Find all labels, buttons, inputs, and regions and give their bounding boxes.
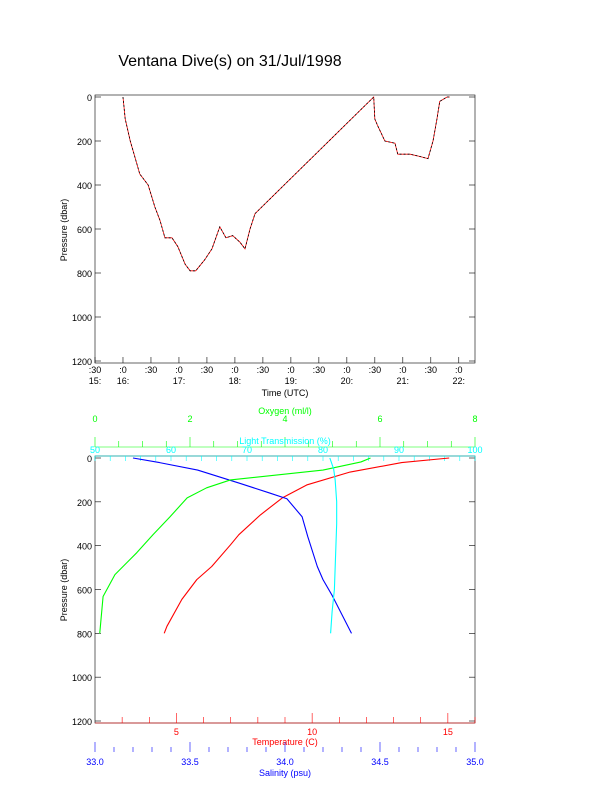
light-tick-label: 90 bbox=[394, 445, 404, 455]
x-tick-hour-label: 22: bbox=[453, 376, 466, 386]
light-axis-label: Light Transmission (%) bbox=[239, 436, 331, 446]
x-axis-label: Time (UTC) bbox=[262, 388, 309, 398]
oxygen-tick-label: 6 bbox=[377, 414, 382, 424]
x-tick-label: :0 bbox=[231, 365, 239, 375]
x-tick-label: :0 bbox=[119, 365, 127, 375]
y-tick-label: 800 bbox=[77, 629, 92, 639]
y-tick-label: 1200 bbox=[72, 717, 92, 727]
series-line-dive bbox=[122, 96, 450, 272]
y-tick-label: 200 bbox=[77, 137, 92, 147]
salinity-tick-label: 33.0 bbox=[86, 757, 104, 767]
chart-title: Ventana Dive(s) on 31/Jul/1998 bbox=[118, 53, 341, 70]
y-axis-label: Pressure (dbar) bbox=[59, 199, 69, 262]
x-tick-label: :0 bbox=[287, 365, 295, 375]
x-tick-hour-label: 20: bbox=[341, 376, 354, 386]
y-tick-label: 1000 bbox=[72, 673, 92, 683]
oxygen-axis-label: Oxygen (ml/l) bbox=[258, 406, 312, 416]
salinity-tick-label: 34.0 bbox=[276, 757, 294, 767]
x-tick-label: :30 bbox=[313, 365, 326, 375]
y-tick-label: 600 bbox=[77, 225, 92, 235]
x-tick-label: :30 bbox=[257, 365, 270, 375]
x-tick-label: :30 bbox=[369, 365, 382, 375]
x-tick-label: :30 bbox=[201, 365, 214, 375]
y-tick-label: 400 bbox=[77, 181, 92, 191]
salinity-axis-label: Salinity (psu) bbox=[259, 768, 311, 778]
x-tick-hour-label: 21: bbox=[397, 376, 410, 386]
oxygen-tick-label: 4 bbox=[282, 414, 287, 424]
y-tick-label: 0 bbox=[87, 454, 92, 464]
y-axis-label: Pressure (dbar) bbox=[59, 559, 69, 622]
oxygen-tick-label: 0 bbox=[92, 414, 97, 424]
profile-light bbox=[329, 457, 338, 634]
y-tick-label: 0 bbox=[87, 93, 92, 103]
y-tick-label: 600 bbox=[77, 586, 92, 596]
x-tick-label: :0 bbox=[399, 365, 407, 375]
x-tick-label: :0 bbox=[455, 365, 463, 375]
light-tick-label: 100 bbox=[467, 445, 482, 455]
salinity-tick-label: 34.5 bbox=[371, 757, 389, 767]
x-tick-hour-label: 16: bbox=[117, 376, 130, 386]
y-tick-label: 400 bbox=[77, 542, 92, 552]
light-tick-label: 70 bbox=[242, 445, 252, 455]
x-tick-label: :0 bbox=[343, 365, 351, 375]
profile-salinity bbox=[132, 457, 352, 634]
profile-temperature bbox=[163, 457, 450, 634]
y-tick-label: 1200 bbox=[72, 357, 92, 367]
salinity-tick-label: 33.5 bbox=[181, 757, 199, 767]
x-tick-hour-label: 19: bbox=[285, 376, 298, 386]
profile-oxygen bbox=[99, 457, 371, 634]
light-tick-label: 60 bbox=[166, 445, 176, 455]
x-tick-label: :30 bbox=[425, 365, 438, 375]
x-tick-label: :30 bbox=[89, 365, 102, 375]
oxygen-tick-label: 2 bbox=[187, 414, 192, 424]
x-tick-label: :0 bbox=[175, 365, 183, 375]
oxygen-tick-label: 8 bbox=[472, 414, 477, 424]
temperature-tick-label: 5 bbox=[174, 727, 179, 737]
x-tick-hour-label: 18: bbox=[229, 376, 242, 386]
series-line-red bbox=[122, 96, 450, 272]
x-tick-hour-label: 17: bbox=[173, 376, 186, 386]
y-tick-label: 1000 bbox=[72, 313, 92, 323]
light-tick-label: 80 bbox=[318, 445, 328, 455]
temperature-tick-label: 15 bbox=[443, 727, 453, 737]
light-tick-label: 50 bbox=[90, 445, 100, 455]
salinity-tick-label: 35.0 bbox=[466, 757, 484, 767]
plot-frame-top bbox=[94, 94, 476, 364]
y-tick-label: 200 bbox=[77, 498, 92, 508]
temperature-tick-label: 10 bbox=[307, 727, 317, 737]
x-tick-hour-label: 15: bbox=[89, 376, 102, 386]
x-tick-label: :30 bbox=[145, 365, 158, 375]
y-tick-label: 800 bbox=[77, 269, 92, 279]
